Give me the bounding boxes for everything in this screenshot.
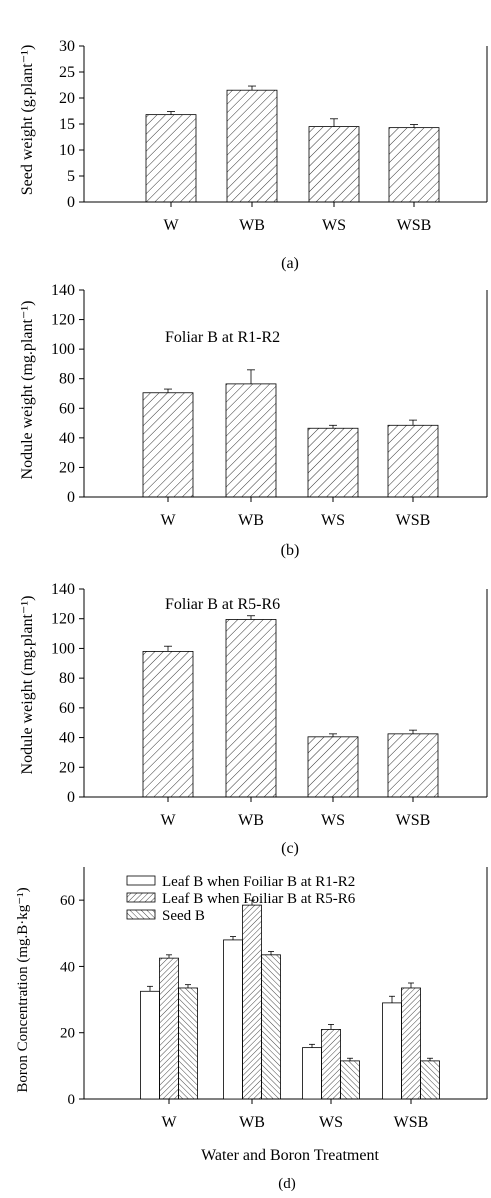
panel-d-legend: Leaf B when Foiliar B at R1-R2 Leaf B wh… [126, 874, 356, 924]
panel-c-plot: 0 20 40 60 80 100 120 140 W WB WS WSB [51, 581, 488, 829]
x-tick-label: W [160, 812, 176, 829]
x-tick-label: WB [238, 512, 264, 529]
panel-c-annotation: Foliar B at R5-R6 [165, 596, 280, 613]
x-tick-label: WS [322, 217, 346, 234]
y-tick-label: 10 [59, 142, 75, 159]
legend-swatch-leaf-r5r6 [126, 892, 156, 903]
y-tick-label: 20 [59, 459, 75, 476]
bar [340, 1060, 360, 1100]
legend-label-leaf-r1r2: Leaf B when Foiliar B at R1-R2 [162, 874, 355, 890]
bar [307, 736, 359, 798]
bar [226, 89, 278, 203]
y-tick-label: 100 [51, 640, 75, 657]
legend-label-leaf-r5r6: Leaf B when Foiliar B at R5-R6 [162, 891, 356, 907]
panel-a-plot: 0 5 10 15 20 25 30 W WB WS WSB [59, 38, 488, 234]
panel-c: Nodule weight (mg.plant⁻¹) Foliar B at R… [19, 581, 488, 857]
y-tick-label: 40 [59, 430, 75, 447]
bar [302, 1047, 322, 1100]
y-tick-label: 60 [59, 400, 75, 417]
x-tick-label: WS [321, 512, 345, 529]
y-tick-label: 0 [67, 194, 75, 211]
y-tick-label: 0 [67, 489, 75, 506]
panel-a-label: (a) [281, 255, 299, 272]
bar [401, 987, 421, 1100]
panel-d-ylabel: Boron Concentration (mg.B·kg⁻¹) [15, 887, 31, 1092]
y-tick-label: 80 [59, 670, 75, 687]
y-tick-label: 40 [59, 730, 75, 747]
y-tick-label: 20 [59, 90, 75, 107]
bar [420, 1060, 440, 1100]
legend-swatch-leaf-r1r2 [126, 875, 156, 886]
x-tick-label: WSB [397, 217, 432, 234]
panel-d-xlabel: Water and Boron Treatment [201, 1147, 379, 1164]
x-tick-label: WB [238, 812, 264, 829]
bar [145, 114, 197, 203]
panel-c-label: (c) [281, 840, 299, 857]
panel-b: Nodule weight (mg.plant⁻¹) Foliar B at R… [19, 282, 488, 559]
bar [159, 957, 179, 1100]
x-tick-label: WS [319, 1114, 343, 1131]
y-tick-label: 40 [60, 959, 75, 975]
bar [178, 987, 198, 1100]
x-tick-label: W [161, 1114, 177, 1131]
x-tick-label: WS [321, 812, 345, 829]
panel-b-annotation: Foliar B at R1-R2 [165, 329, 280, 346]
y-tick-label: 140 [51, 581, 75, 598]
x-tick-label: W [163, 217, 179, 234]
y-tick-label: 120 [51, 312, 75, 329]
panel-a-ylabel: Seed weight (g.plant⁻¹) [19, 45, 36, 196]
x-tick-label: WSB [396, 812, 431, 829]
x-tick-label: W [160, 512, 176, 529]
bar [242, 904, 262, 1100]
panel-d-label: (d) [278, 1176, 296, 1192]
bar [223, 939, 243, 1100]
bar [321, 1029, 341, 1100]
y-tick-label: 100 [51, 341, 75, 358]
y-tick-label: 60 [60, 893, 75, 909]
x-tick-label: WSB [394, 1114, 429, 1131]
y-tick-label: 15 [59, 116, 75, 133]
y-tick-label: 5 [67, 168, 75, 185]
x-tick-label: WB [239, 1114, 265, 1131]
panel-d-plot: 0 20 40 60 W WB WS WSB [60, 867, 488, 1131]
y-tick-label: 140 [51, 282, 75, 299]
bar [225, 383, 277, 498]
y-tick-label: 60 [59, 700, 75, 717]
y-tick-label: 25 [59, 64, 75, 81]
bar [387, 424, 439, 498]
y-tick-label: 0 [68, 1092, 76, 1108]
y-tick-label: 20 [60, 1026, 75, 1042]
y-tick-label: 120 [51, 611, 75, 628]
panel-b-ylabel: Nodule weight (mg.plant⁻¹) [19, 301, 36, 480]
bar [142, 651, 194, 798]
panel-c-ylabel: Nodule weight (mg.plant⁻¹) [19, 596, 36, 775]
legend-label-seed-b: Seed B [162, 908, 205, 924]
panel-b-label: (b) [281, 542, 300, 559]
y-tick-label: 80 [59, 371, 75, 388]
bar [382, 1002, 402, 1100]
bar [388, 127, 440, 203]
x-tick-label: WB [239, 217, 265, 234]
bar [308, 126, 360, 203]
y-tick-label: 30 [59, 38, 75, 55]
y-tick-label: 20 [59, 759, 75, 776]
legend-swatch-seed-b [126, 909, 156, 920]
bar [140, 990, 160, 1100]
bar [225, 619, 277, 798]
bar [307, 427, 359, 498]
panel-b-plot: 0 20 40 60 80 100 120 140 W WB WS WSB [51, 282, 488, 529]
panel-a: Seed weight (g.plant⁻¹) 0 5 10 15 20 25 30 W WB W… [19, 38, 488, 272]
bar [261, 954, 281, 1100]
y-tick-label: 0 [67, 789, 75, 806]
panel-d: Boron Concentration (mg.B·kg⁻¹) Leaf B w… [15, 867, 488, 1192]
x-tick-label: WSB [396, 512, 431, 529]
bar [142, 392, 194, 498]
bar [387, 733, 439, 798]
